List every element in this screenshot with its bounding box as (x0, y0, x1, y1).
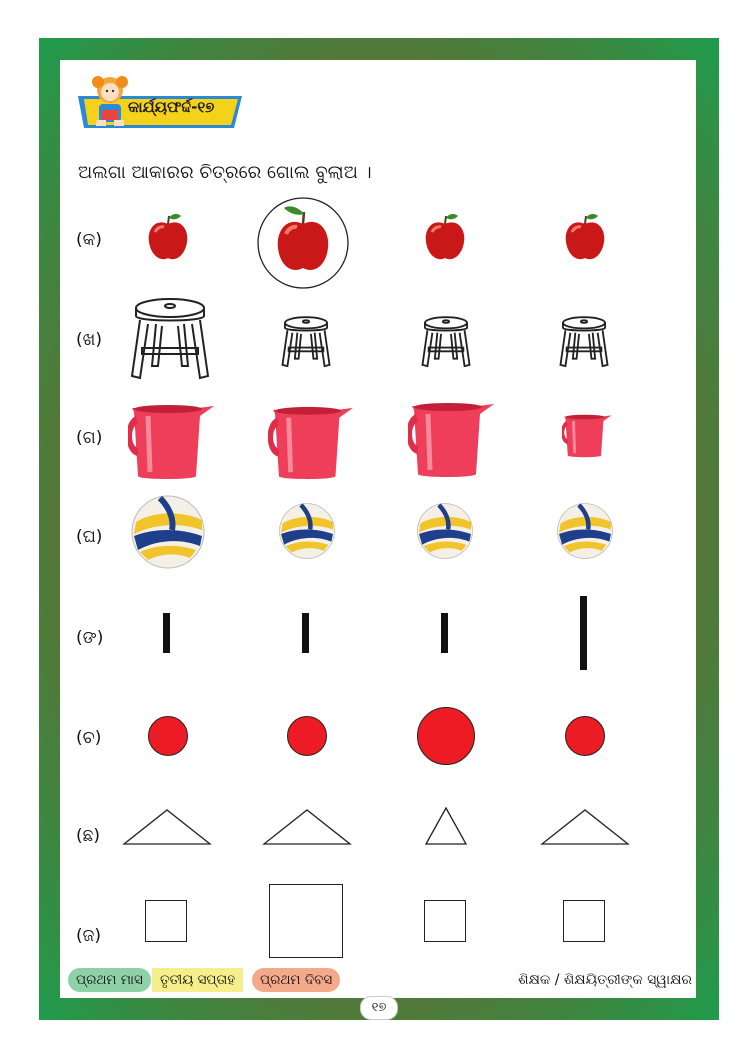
triangle-shape (424, 806, 468, 845)
triangle-shape (262, 809, 352, 845)
vertical-line (163, 613, 170, 653)
instruction-text: ଅଲଗା ଆକାରର ଚିତ୍ରରେ ଗୋଲ ବୁଲାଅ । (78, 162, 372, 183)
row-label: (ଘ) (76, 527, 103, 547)
volleyball-icon (131, 495, 205, 569)
apple-icon (565, 214, 605, 260)
volleyball-icon (557, 503, 613, 559)
row-label: (ଗ) (76, 428, 103, 448)
red-circle (148, 716, 188, 756)
jug-icon (268, 406, 354, 480)
row-label: (ଙ) (76, 628, 104, 648)
red-circle (565, 716, 605, 756)
square-shape (145, 900, 187, 942)
row-label: (ଚ) (76, 728, 102, 748)
square-shape (424, 900, 466, 942)
reading-girl-icon (92, 76, 128, 126)
apple-icon (425, 214, 465, 260)
square-shape (563, 900, 605, 942)
triangle-shape (540, 809, 630, 845)
row-label: (କ) (76, 230, 102, 250)
row-label: (ଖ) (76, 330, 102, 350)
circled-apple (257, 197, 349, 289)
day-tag: ପ୍ରଥମ ଦିବସ (252, 968, 341, 992)
month-tag: ପ୍ରଥମ ମାସ (68, 968, 151, 992)
vertical-line (580, 596, 587, 670)
volleyball-icon (279, 503, 335, 559)
triangle-shape (122, 809, 212, 845)
jug-icon (408, 403, 494, 477)
stool-icon (281, 316, 331, 368)
stool-icon (421, 316, 471, 368)
volleyball-icon (417, 503, 473, 559)
activity-label: କାର୍ଯ୍ୟଫର୍ଦ୍ଦ-୧୭ (128, 98, 215, 116)
vertical-line (441, 613, 448, 653)
jug-icon (128, 405, 214, 479)
jug-icon (562, 414, 612, 458)
stool-icon (559, 316, 609, 368)
signature-label: ଶିକ୍ଷକ / ଶିକ୍ଷୟିତ୍ରୀଙ୍କ ସ୍ୱାକ୍ଷର (518, 972, 692, 988)
vertical-line (302, 613, 309, 653)
red-circle (417, 707, 475, 765)
row-label: (ଛ) (76, 826, 101, 846)
red-circle (287, 716, 327, 756)
row-label: (ଜ) (76, 926, 102, 946)
week-tag: ତୃତୀୟ ସପ୍ତାହ (152, 968, 244, 992)
page-number: ୧୭ (360, 996, 398, 1020)
stool-icon (130, 298, 210, 380)
square-shape (269, 884, 343, 958)
apple-icon (148, 214, 188, 260)
